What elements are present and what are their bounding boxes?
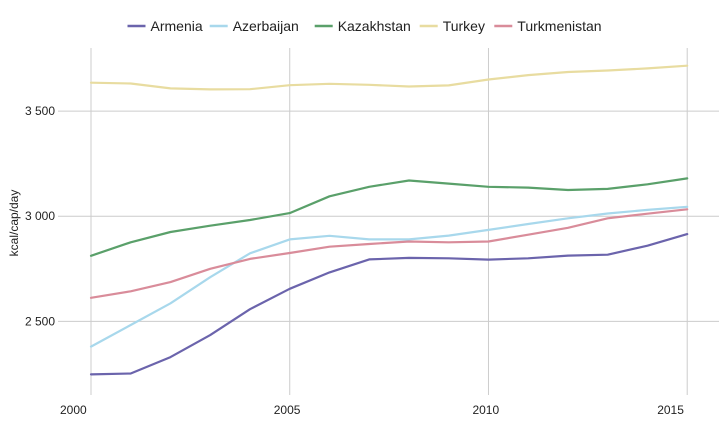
y-tick-label: 2 500 (25, 314, 55, 328)
legend-item-kazakhstan: Kazakhstan (314, 18, 411, 34)
legend-label: Turkey (443, 18, 485, 34)
x-tick-label: 2015 (657, 403, 684, 417)
legend-label: Turkmenistan (517, 18, 601, 34)
legend-item-armenia: Armenia (127, 18, 203, 34)
legend-label: Kazakhstan (338, 18, 411, 34)
y-tick-labels: 2 500 3 000 3 500 (25, 104, 55, 328)
series-lines (89, 64, 689, 376)
y-gridlines (58, 110, 719, 322)
series-line-turkey (89, 64, 689, 91)
legend-label: Azerbaijan (233, 18, 299, 34)
legend-label: Armenia (151, 18, 203, 34)
legend: Armenia Azerbaijan Kazakhstan Turkey Turkmen… (127, 18, 602, 34)
y-tick-label: 3 500 (25, 104, 55, 118)
series-line-armenia (89, 233, 689, 376)
legend-item-azerbaijan: Azerbaijan (209, 18, 299, 34)
y-tick-label: 3 000 (25, 209, 55, 223)
legend-item-turkey: Turkey (419, 18, 485, 34)
series-line-azerbaijan (89, 205, 689, 348)
x-tick-label: 2000 (60, 403, 87, 417)
x-gridlines (90, 48, 688, 395)
series-line-turkmenistan (89, 208, 689, 299)
x-tick-label: 2010 (472, 403, 499, 417)
x-tick-labels: 2000 2005 2010 2015 (60, 403, 684, 417)
series-line-kazakhstan (89, 177, 689, 257)
x-tick-label: 2005 (274, 403, 301, 417)
legend-item-turkmenistan: Turkmenistan (494, 18, 602, 34)
y-axis-title: kcal/cap/day (7, 190, 21, 257)
